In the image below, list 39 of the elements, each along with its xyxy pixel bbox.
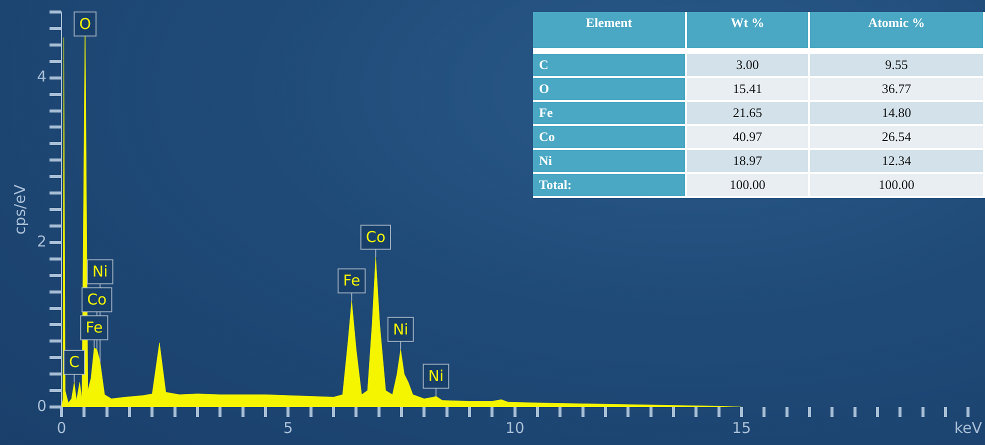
annotation: O (79, 14, 92, 33)
annotation: Total: (533, 173, 686, 197)
annotation: 100.00 (809, 173, 984, 197)
x-tick-label: keV (954, 418, 983, 437)
y-tick-label: 2 (36, 232, 47, 250)
y-tick-label: 4 (36, 68, 47, 86)
annotation: Co (87, 290, 107, 309)
annotation: Co (366, 228, 386, 246)
annotation: 40.97 (686, 125, 810, 149)
annotation: C (68, 353, 80, 372)
annotation: Ni (392, 320, 408, 338)
x-tick-label: 10 (505, 418, 524, 437)
annotation: 21.65 (686, 101, 810, 125)
annotation: Fe (533, 101, 686, 125)
annotation: Ni (533, 149, 686, 173)
annotation: C (533, 51, 686, 77)
x-tick-label: 15 (732, 418, 752, 437)
annotation: Fe (86, 318, 103, 337)
annotation: 9.55 (809, 51, 984, 77)
x-tick-label: 5 (283, 418, 293, 437)
annotation: O (533, 77, 686, 101)
annotation: Atomic % (809, 12, 984, 51)
annotation: 26.54 (809, 125, 984, 149)
annotation: Ni (92, 262, 108, 281)
annotation: Wt % (686, 12, 810, 51)
annotation: 12.34 (809, 149, 984, 173)
annotation: 36.77 (809, 77, 984, 101)
annotation: 3.00 (686, 51, 810, 77)
annotation: 100.00 (686, 173, 810, 197)
y-axis-title: cps/eV (10, 184, 29, 235)
annotation: 15.41 (686, 77, 810, 101)
y-tick-label: 0 (36, 396, 47, 415)
annotation: 14.80 (809, 101, 984, 125)
x-tick-label: 0 (56, 418, 66, 437)
annotation: Fe (343, 272, 360, 290)
annotation: Element (533, 12, 686, 51)
annotation: Co (533, 125, 686, 149)
annotation: 18.97 (686, 149, 810, 173)
annotation: Ni (428, 367, 444, 386)
